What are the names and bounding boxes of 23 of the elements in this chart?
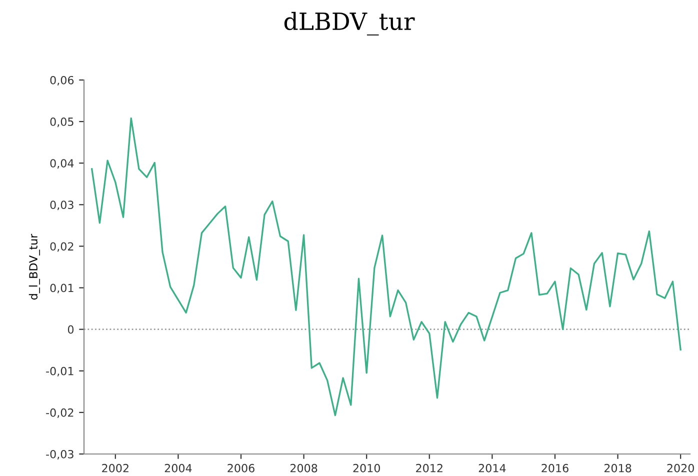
- y-tick-label: 0,01: [50, 284, 74, 294]
- y-tick-label: 0,05: [50, 118, 74, 128]
- chart-title: dLBDV_tur: [284, 12, 415, 36]
- y-axis-title: d_l_BDV_tur: [28, 234, 40, 300]
- y-tick-label: 0,03: [50, 200, 74, 210]
- x-tick-label: 2018: [604, 464, 632, 472]
- y-tick-label: -0,03: [46, 450, 74, 460]
- x-tick-label: 2008: [290, 464, 318, 472]
- x-tick-label: 2006: [228, 464, 254, 472]
- x-tick-label: 2020: [667, 464, 694, 472]
- line-series: [91, 117, 682, 416]
- y-tick-label: 0,04: [50, 159, 74, 169]
- y-tick-label: -0,02: [46, 408, 74, 418]
- y-tick-label: 0,06: [50, 76, 74, 86]
- x-tick-label: 2002: [102, 464, 128, 472]
- x-tick-label: 2016: [542, 464, 568, 472]
- x-tick-label: 2004: [164, 464, 192, 472]
- x-tick-label: 2012: [416, 464, 442, 472]
- x-tick-label: 2010: [353, 464, 380, 472]
- y-tick-label: 0,02: [50, 242, 74, 252]
- y-tick-label: 0: [68, 325, 74, 334]
- x-tick-label: 2014: [478, 464, 506, 472]
- y-tick-label: -0,01: [46, 366, 74, 376]
